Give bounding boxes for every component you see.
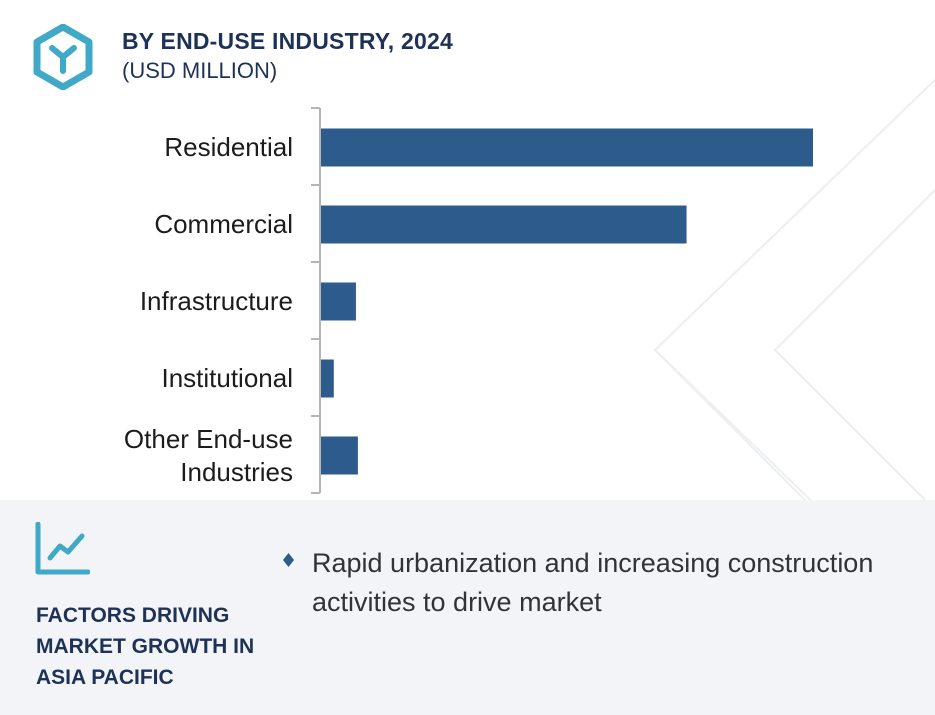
factors-panel: FACTORS DRIVING MARKET GROWTH IN ASIA PA…: [0, 500, 935, 715]
factors-heading-line: FACTORS DRIVING: [36, 604, 230, 627]
factor-bullet: Rapid urbanization and increasing constr…: [283, 544, 913, 622]
category-label-line: Institutional: [161, 363, 293, 393]
category-label-line: Industries: [180, 456, 293, 487]
bar-residential: [321, 128, 813, 167]
chart-title: BY END-USE INDUSTRY, 2024: [122, 28, 453, 54]
bar-commercial: [321, 205, 687, 244]
diamond-bullet-icon: [283, 553, 294, 567]
category-label-line: Residential: [164, 132, 293, 162]
category-label-line: Infrastructure: [139, 286, 293, 316]
factors-heading-line: MARKET GROWTH IN: [36, 635, 255, 658]
factor-bullet-text: Rapid urbanization and increasing constr…: [312, 548, 874, 617]
trend-line-chart-icon: [35, 522, 90, 575]
category-label: Infrastructure: [53, 285, 293, 318]
hexagon-y-logo-icon: [33, 24, 93, 90]
category-label-line: Other End-use: [123, 423, 293, 454]
factors-heading-line: ASIA PACIFIC: [36, 666, 174, 689]
category-label: Institutional: [53, 362, 293, 395]
category-label-line: Commercial: [154, 209, 293, 239]
chart-subtitle: (USD MILLION): [122, 58, 278, 83]
category-label: Commercial: [53, 208, 293, 241]
bar-infrastructure: [321, 282, 356, 321]
category-label: Other End-use Industries: [53, 423, 293, 489]
bar-chart: [311, 107, 813, 494]
bar-other-end-use-industries: [321, 436, 358, 475]
factors-heading: FACTORS DRIVING MARKET GROWTH IN ASIA PA…: [36, 600, 276, 693]
bar-institutional: [321, 359, 334, 398]
category-label: Residential: [53, 131, 293, 164]
